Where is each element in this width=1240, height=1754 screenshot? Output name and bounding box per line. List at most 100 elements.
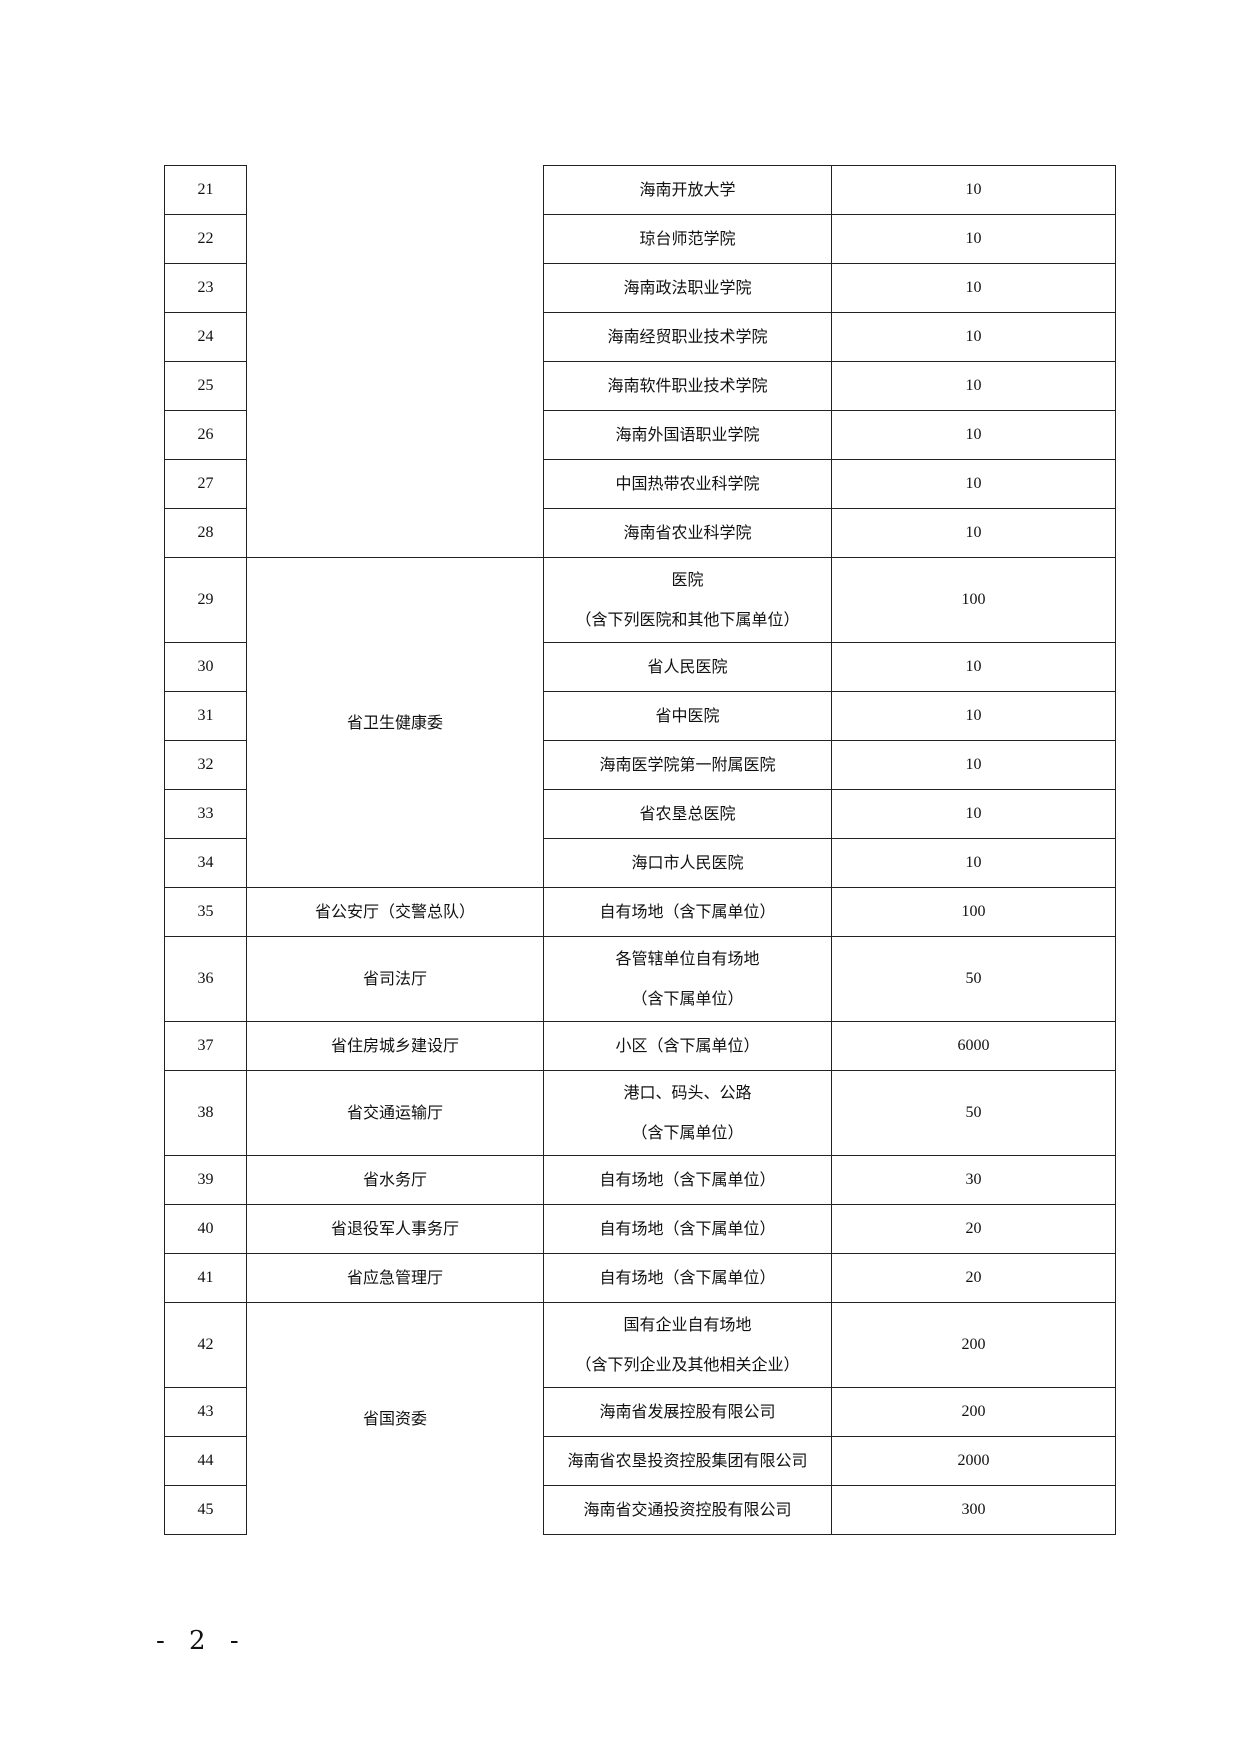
item-cell: 自有场地（含下属单位） bbox=[543, 1253, 832, 1303]
row-number: 38 bbox=[164, 1070, 247, 1156]
table-row: 41 省应急管理厅 自有场地（含下属单位） 20 bbox=[164, 1253, 1116, 1303]
count-cell: 10 bbox=[831, 508, 1116, 558]
table-row: 33 省农垦总医院 10 bbox=[164, 789, 1116, 839]
item-cell: 海南省交通投资控股有限公司 bbox=[543, 1485, 832, 1535]
department-cell: 省应急管理厅 bbox=[246, 1253, 544, 1303]
table-row: 29 省卫生健康委 医院 （含下列医院和其他下属单位） 100 bbox=[164, 557, 1116, 888]
count-cell: 10 bbox=[831, 312, 1116, 362]
row-number: 29 bbox=[164, 557, 247, 643]
department-cell: 省住房城乡建设厅 bbox=[246, 1021, 544, 1071]
count-cell: 100 bbox=[831, 557, 1116, 643]
item-name: 自有场地（含下属单位） bbox=[599, 902, 776, 921]
table-row: 43 海南省发展控股有限公司 200 bbox=[164, 1387, 1116, 1437]
item-name: 海南省农业科学院 bbox=[623, 523, 752, 542]
row-number: 27 bbox=[164, 459, 247, 509]
row-number: 23 bbox=[164, 263, 247, 313]
count-cell: 10 bbox=[831, 691, 1116, 741]
item-cell: 各管辖单位自有场地 （含下属单位） bbox=[543, 936, 832, 1022]
department-cell: 省司法厅 bbox=[246, 936, 544, 1022]
row-number: 44 bbox=[164, 1436, 247, 1486]
count-cell: 10 bbox=[831, 214, 1116, 264]
item-name: 省中医院 bbox=[655, 706, 720, 725]
item-cell: 海南政法职业学院 bbox=[543, 263, 832, 313]
quota-table: 21 海南开放大学 10 22 琼台师范学院 10 23 海南政法职业学院 10 24 海南经贸职业… bbox=[164, 165, 1116, 1535]
table-row: 21 海南开放大学 10 bbox=[164, 165, 1116, 558]
row-number: 32 bbox=[164, 740, 247, 790]
count-cell: 100 bbox=[831, 887, 1116, 937]
row-number: 40 bbox=[164, 1204, 247, 1254]
count-cell: 10 bbox=[831, 361, 1116, 411]
item-note: （含下列医院和其他下属单位） bbox=[575, 610, 800, 629]
page-number: - 2 - bbox=[156, 1626, 247, 1656]
item-name: 自有场地（含下属单位） bbox=[599, 1268, 776, 1287]
row-number: 43 bbox=[164, 1387, 247, 1437]
department-cell: 省交通运输厅 bbox=[246, 1070, 544, 1156]
item-name: 海南省交通投资控股有限公司 bbox=[583, 1500, 792, 1519]
item-cell: 海南省发展控股有限公司 bbox=[543, 1387, 832, 1437]
item-cell: 医院 （含下列医院和其他下属单位） bbox=[543, 557, 832, 643]
item-name: 省人民医院 bbox=[647, 657, 728, 676]
item-cell: 自有场地（含下属单位） bbox=[543, 887, 832, 937]
table-row: 28 海南省农业科学院 10 bbox=[164, 508, 1116, 558]
row-number: 26 bbox=[164, 410, 247, 460]
table-row: 23 海南政法职业学院 10 bbox=[164, 263, 1116, 313]
item-cell: 海南开放大学 bbox=[543, 165, 832, 215]
table-row: 39 省水务厅 自有场地（含下属单位） 30 bbox=[164, 1155, 1116, 1205]
count-cell: 10 bbox=[831, 838, 1116, 888]
table-row: 25 海南软件职业技术学院 10 bbox=[164, 361, 1116, 411]
item-name: 海南医学院第一附属医院 bbox=[599, 755, 776, 774]
row-number: 36 bbox=[164, 936, 247, 1022]
row-number: 41 bbox=[164, 1253, 247, 1303]
item-cell: 中国热带农业科学院 bbox=[543, 459, 832, 509]
item-name: 中国热带农业科学院 bbox=[615, 474, 760, 493]
item-cell: 琼台师范学院 bbox=[543, 214, 832, 264]
table-row: 24 海南经贸职业技术学院 10 bbox=[164, 312, 1116, 362]
count-cell: 30 bbox=[831, 1155, 1116, 1205]
row-number: 22 bbox=[164, 214, 247, 264]
count-cell: 6000 bbox=[831, 1021, 1116, 1071]
item-name: 港口、码头、公路 bbox=[623, 1083, 752, 1102]
count-cell: 2000 bbox=[831, 1436, 1116, 1486]
item-name: 海口市人民医院 bbox=[631, 853, 744, 872]
table-row: 22 琼台师范学院 10 bbox=[164, 214, 1116, 264]
table-row: 37 省住房城乡建设厅 小区（含下属单位） 6000 bbox=[164, 1021, 1116, 1071]
count-cell: 50 bbox=[831, 1070, 1116, 1156]
department-cell: 省退役军人事务厅 bbox=[246, 1204, 544, 1254]
item-cell: 省农垦总医院 bbox=[543, 789, 832, 839]
count-cell: 10 bbox=[831, 642, 1116, 692]
item-cell: 自有场地（含下属单位） bbox=[543, 1204, 832, 1254]
item-cell: 海口市人民医院 bbox=[543, 838, 832, 888]
item-name: 省农垦总医院 bbox=[639, 804, 736, 823]
count-cell: 50 bbox=[831, 936, 1116, 1022]
item-name: 医院 bbox=[671, 570, 704, 589]
row-number: 25 bbox=[164, 361, 247, 411]
count-cell: 10 bbox=[831, 410, 1116, 460]
item-name: 小区（含下属单位） bbox=[615, 1036, 760, 1055]
item-cell: 省人民医院 bbox=[543, 642, 832, 692]
row-number: 37 bbox=[164, 1021, 247, 1071]
item-name: 海南开放大学 bbox=[639, 180, 736, 199]
row-number: 21 bbox=[164, 165, 247, 215]
department-cell: 省水务厅 bbox=[246, 1155, 544, 1205]
item-cell: 海南软件职业技术学院 bbox=[543, 361, 832, 411]
table-row: 32 海南医学院第一附属医院 10 bbox=[164, 740, 1116, 790]
table-row: 31 省中医院 10 bbox=[164, 691, 1116, 741]
count-cell: 10 bbox=[831, 789, 1116, 839]
table-row: 38 省交通运输厅 港口、码头、公路 （含下属单位） 50 bbox=[164, 1070, 1116, 1156]
item-cell: 国有企业自有场地 （含下列企业及其他相关企业） bbox=[543, 1302, 832, 1388]
count-cell: 200 bbox=[831, 1302, 1116, 1388]
item-name: 自有场地（含下属单位） bbox=[599, 1170, 776, 1189]
count-cell: 10 bbox=[831, 459, 1116, 509]
row-number: 24 bbox=[164, 312, 247, 362]
count-cell: 10 bbox=[831, 165, 1116, 215]
count-cell: 200 bbox=[831, 1387, 1116, 1437]
count-cell: 300 bbox=[831, 1485, 1116, 1535]
item-name: 琼台师范学院 bbox=[639, 229, 736, 248]
table-row: 30 省人民医院 10 bbox=[164, 642, 1116, 692]
item-name: 海南软件职业技术学院 bbox=[607, 376, 768, 395]
item-cell: 港口、码头、公路 （含下属单位） bbox=[543, 1070, 832, 1156]
row-number: 31 bbox=[164, 691, 247, 741]
table-row: 42 省国资委 国有企业自有场地 （含下列企业及其他相关企业） 200 bbox=[164, 1302, 1116, 1535]
row-number: 28 bbox=[164, 508, 247, 558]
item-note: （含下属单位） bbox=[631, 989, 744, 1008]
